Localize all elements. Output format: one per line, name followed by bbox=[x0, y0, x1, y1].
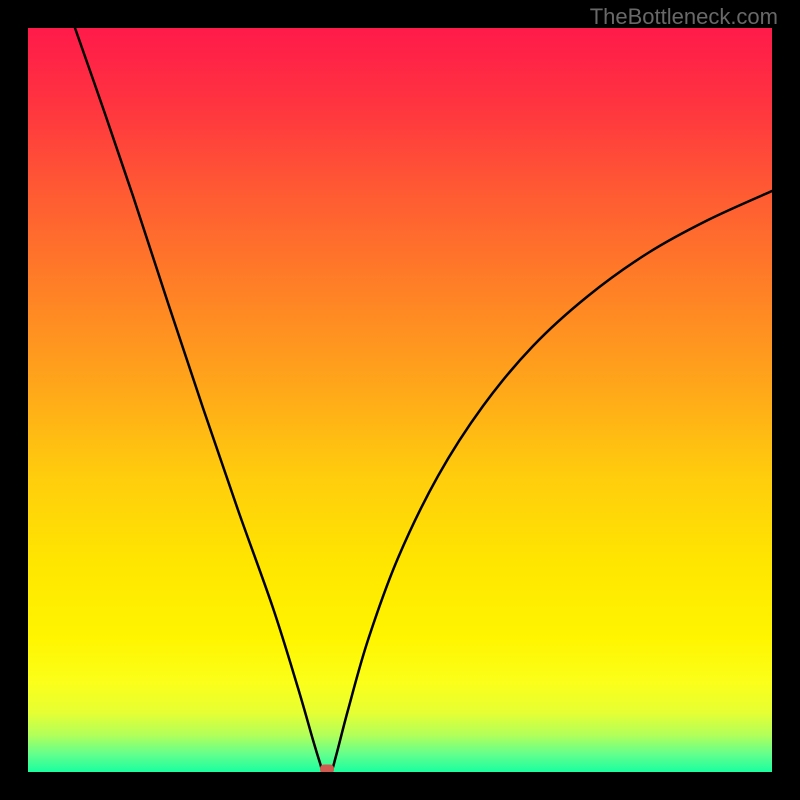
gradient-background bbox=[28, 28, 772, 772]
watermark-text: TheBottleneck.com bbox=[590, 4, 778, 30]
plot-area bbox=[28, 28, 772, 772]
minimum-marker bbox=[320, 765, 334, 773]
chart-svg bbox=[28, 28, 772, 772]
